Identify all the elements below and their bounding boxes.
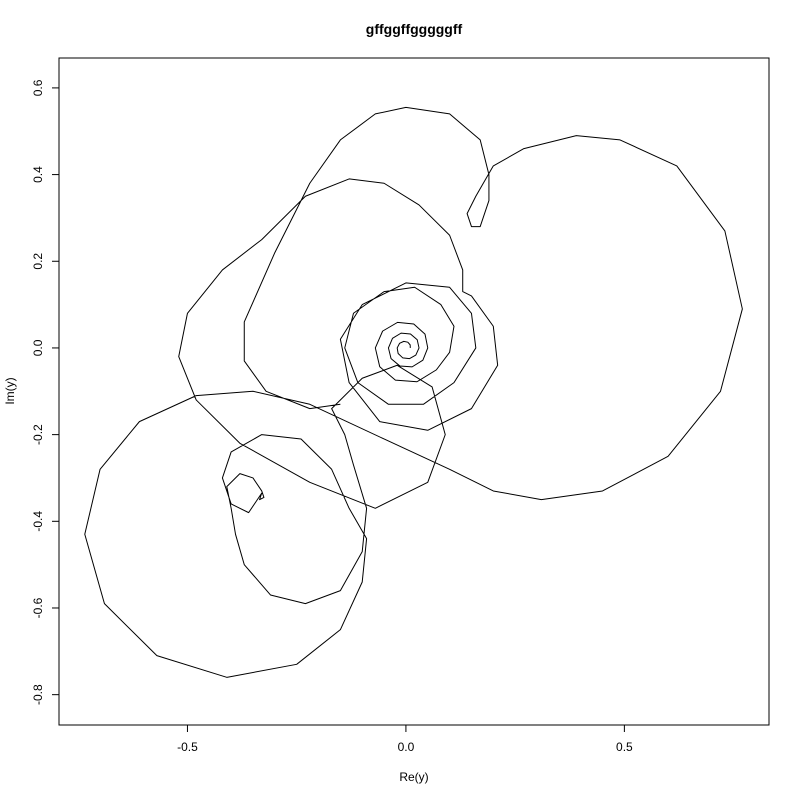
y-tick-label: 0.4 — [31, 166, 45, 183]
x-tick-label: 0.0 — [398, 740, 415, 754]
chart-title: gffggffgggggff — [366, 21, 463, 37]
y-tick-label: -0.4 — [31, 511, 45, 532]
y-tick-label: -0.6 — [31, 597, 45, 618]
y-tick-label: 0.2 — [31, 253, 45, 270]
plot-box — [58, 57, 770, 726]
y-axis-label: Im(y) — [3, 377, 17, 404]
x-tick-label: 0.5 — [616, 740, 633, 754]
y-tick-label: 0.0 — [31, 339, 45, 356]
y-tick-label: 0.6 — [31, 79, 45, 96]
y-tick-label: -0.2 — [31, 424, 45, 445]
x-axis-label: Re(y) — [399, 770, 428, 784]
x-tick-label: -0.5 — [177, 740, 198, 754]
curve — [84, 106, 743, 678]
y-tick-label: -0.8 — [31, 684, 45, 705]
